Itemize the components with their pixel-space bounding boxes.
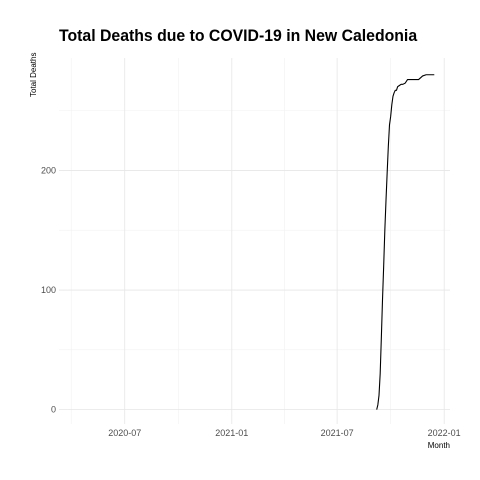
y-tick-label: 0 xyxy=(51,405,56,415)
x-tick-label: 2020-07 xyxy=(108,428,141,438)
x-tick-label: 2021-07 xyxy=(321,428,354,438)
x-tick-label: 2021-01 xyxy=(215,428,248,438)
y-tick-label: 100 xyxy=(41,285,56,295)
x-tick-label: 2022-01 xyxy=(428,428,461,438)
y-tick-label: 200 xyxy=(41,165,56,175)
chart-title: Total Deaths due to COVID-19 in New Cale… xyxy=(59,26,418,45)
series-line xyxy=(376,74,435,410)
x-axis-label: Month xyxy=(427,441,450,450)
